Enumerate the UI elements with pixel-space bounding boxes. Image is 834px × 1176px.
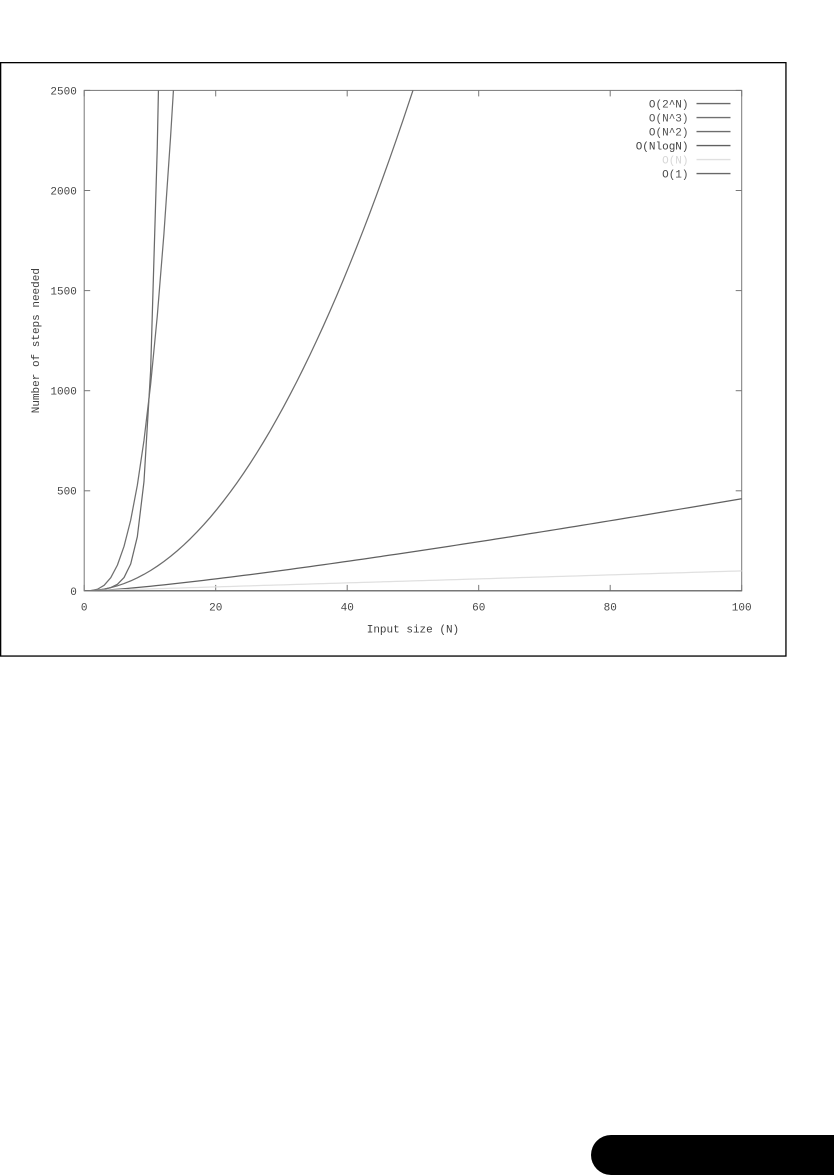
y-tick-label: 2000 [50,186,76,198]
y-tick-label: 2500 [50,86,76,98]
series-curve-O(N) [84,570,742,592]
y-tick-label: 0 [70,587,77,599]
x-tick-label: 40 [341,603,354,615]
series-curve-O(NlogN) [90,498,742,592]
y-tick-label: 1500 [50,287,76,299]
y-tick-label: 500 [57,487,77,499]
x-tick-label: 20 [209,603,222,615]
legend-label-O(2^N): O(2^N) [649,100,689,112]
x-tick-label: 0 [81,603,88,615]
legend-label-O(N): O(N) [662,156,688,168]
x-axis-title: Input size (N) [367,624,459,636]
legend-label-O(N^3): O(N^3) [649,114,689,126]
series-curve-O(N^3) [84,90,175,592]
figure-border [0,62,787,657]
legend-label-O(1): O(1) [662,170,688,182]
x-tick-label: 80 [604,603,617,615]
legend-label-O(NlogN): O(NlogN) [636,142,689,154]
series-curve-O(N^2) [84,90,414,592]
series-curve-O(2^N) [84,90,160,592]
legend-label-O(N^2): O(N^2) [649,128,689,140]
x-tick-label: 60 [472,603,485,615]
x-tick-label: 100 [732,603,752,615]
bottom-overlay-pill[interactable] [591,1135,834,1175]
y-tick-label: 1000 [50,387,76,399]
y-axis-title: Number of steps needed [31,268,43,413]
complexity-chart-figure: 0 20 40 60 80 100 0 500 1000 1500 2000 2500 Input si… [0,62,787,657]
